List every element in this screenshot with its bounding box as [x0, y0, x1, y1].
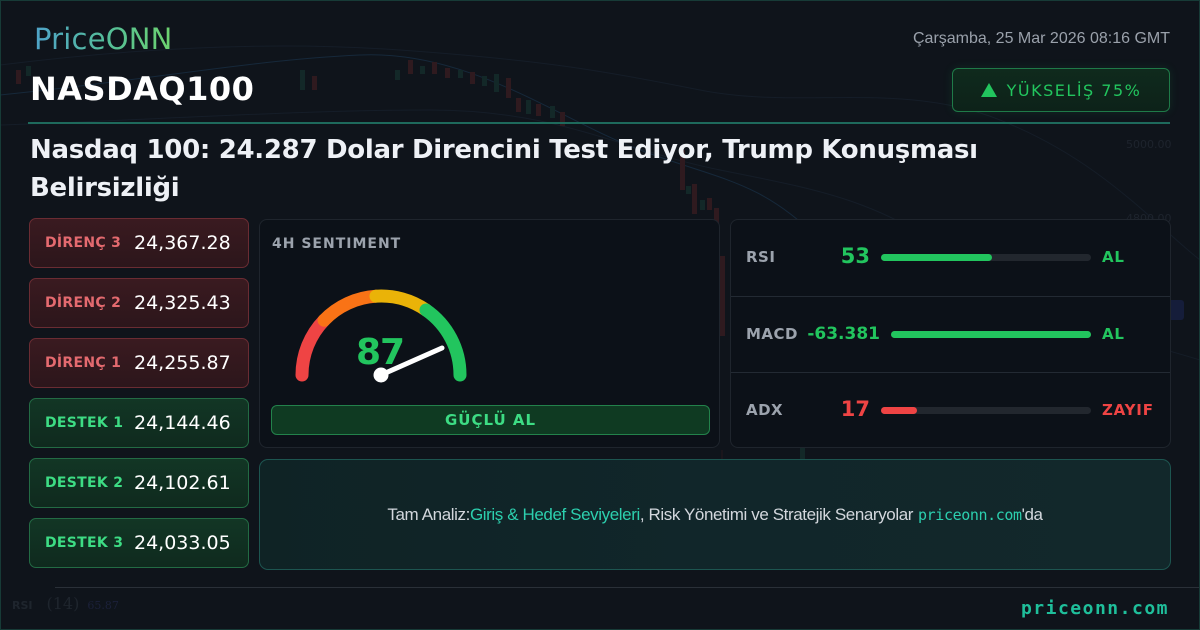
indicator-value: 17: [840, 397, 870, 421]
level-label: DİRENÇ 2: [45, 295, 122, 311]
indicator-row-macd: MACD -63.381 AL: [731, 296, 1170, 372]
cta-middle: , Risk Yönetimi ve Stratejik Senaryolar: [639, 504, 914, 524]
rsi-value: 65.87: [87, 599, 119, 612]
level-label: DİRENÇ 3: [45, 235, 122, 251]
cta-prefix: Tam Analiz:: [387, 504, 470, 524]
indicator-signal: AL: [1102, 325, 1125, 343]
level-value: 24,325.43: [134, 292, 231, 314]
full-analysis-cta[interactable]: Tam Analiz: Giriş & Hedef Seviyeleri , R…: [259, 459, 1171, 570]
headline: Nasdaq 100: 24.287 Dolar Direncini Test …: [30, 135, 978, 203]
level-resistance-1: DİRENÇ 1 24,255.87: [29, 338, 249, 388]
trend-label: YÜKSELİŞ 75%: [1006, 80, 1142, 100]
indicator-signal: AL: [1102, 248, 1125, 266]
indicator-bar: [891, 331, 1091, 338]
indicator-bar-fill: [891, 331, 1091, 338]
datetime: Çarşamba, 25 Mar 2026 08:16 GMT: [912, 30, 1170, 47]
indicator-bar: [881, 407, 1091, 414]
symbol-title: NASDAQ100: [30, 70, 255, 108]
background-rsi-label: RSI (14) 65.87: [12, 594, 119, 613]
level-label: DİRENÇ 1: [45, 355, 122, 371]
footer-brand-link[interactable]: priceonn.com: [1020, 598, 1169, 619]
footer-divider: [55, 587, 1200, 588]
level-value: 24,367.28: [134, 232, 231, 254]
triangle-up-icon: [980, 83, 997, 97]
sentiment-score: 87: [356, 332, 405, 373]
gauge-needle: [378, 345, 445, 378]
level-label: DESTEK 3: [45, 535, 124, 551]
level-resistance-3: DİRENÇ 3 24,367.28: [29, 218, 249, 268]
price-levels: DİRENÇ 3 24,367.28 DİRENÇ 2 24,325.43 Dİ…: [29, 218, 249, 578]
indicator-signal: ZAYIF: [1102, 401, 1154, 419]
level-value: 24,102.61: [134, 472, 231, 494]
indicator-value: -63.381: [807, 324, 880, 344]
level-label: DESTEK 1: [45, 415, 124, 431]
rsi-period: (14): [46, 594, 80, 613]
cta-domain-link[interactable]: priceonn.com: [918, 505, 1022, 524]
trend-badge: YÜKSELİŞ 75%: [952, 68, 1170, 112]
header-divider: [28, 122, 1170, 124]
rsi-label: RSI: [12, 599, 33, 612]
axis-label: 5000.00: [1126, 138, 1172, 151]
indicator-name: MACD: [746, 325, 798, 343]
indicator-value: 53: [840, 244, 870, 268]
level-value: 24,255.87: [134, 352, 231, 374]
cta-suffix: 'da: [1021, 504, 1043, 524]
logo[interactable]: PriceONN: [34, 22, 173, 56]
gauge-needle-hub: [373, 367, 389, 383]
indicators-panel: RSI 53 AL MACD -63.381 AL ADX 17 ZAYIF: [730, 219, 1171, 448]
level-value: 24,033.05: [134, 532, 231, 554]
indicator-bar-fill: [881, 407, 917, 414]
level-resistance-2: DİRENÇ 2 24,325.43: [29, 278, 249, 328]
level-support-2: DESTEK 2 24,102.61: [29, 458, 249, 508]
level-support-3: DESTEK 3 24,033.05: [29, 518, 249, 568]
sentiment-panel: 4H SENTIMENT 87 GÜÇLÜ AL: [259, 219, 720, 448]
indicator-name: RSI: [746, 248, 776, 266]
indicator-name: ADX: [746, 401, 784, 419]
sentiment-title: 4H SENTIMENT: [272, 236, 402, 252]
sentiment-signal: GÜÇLÜ AL: [271, 405, 710, 435]
cta-highlight-link[interactable]: Giriş & Hedef Seviyeleri: [469, 504, 640, 524]
level-value: 24,144.46: [134, 412, 231, 434]
indicator-bar-fill: [881, 254, 993, 261]
indicator-row-adx: ADX 17 ZAYIF: [731, 372, 1170, 448]
sentiment-gauge-icon: [295, 289, 467, 383]
indicator-bar: [881, 254, 1091, 261]
indicator-row-rsi: RSI 53 AL: [731, 220, 1170, 296]
level-support-1: DESTEK 1 24,144.46: [29, 398, 249, 448]
level-label: DESTEK 2: [45, 475, 124, 491]
